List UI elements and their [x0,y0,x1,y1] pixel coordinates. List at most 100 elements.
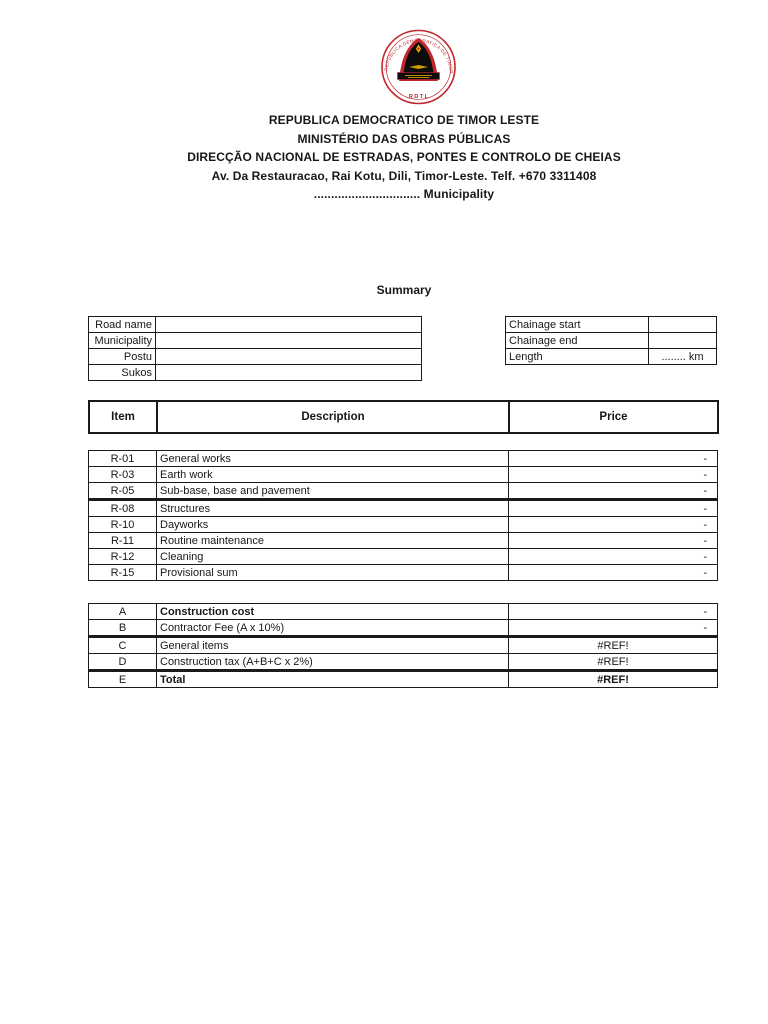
table-row: Length ........ km [505,348,717,365]
price-cell: - [508,603,718,620]
postu-value-cell [155,348,422,365]
road-name-label: Road name [88,316,156,333]
table-row: D Construction tax (A+B+C x 2%) #REF! [88,653,718,672]
description-cell: General works [156,450,509,467]
table-row: Chainage start [505,316,717,333]
emblem-shield-inner [403,42,434,79]
description-cell: Earth work [156,466,509,483]
letterhead-line-address: Av. Da Restauracao, Rai Kotu, Dili, Timo… [211,168,597,183]
chainage-start-value-cell [648,316,717,333]
item-code-cell: R-15 [88,564,157,581]
emblem-book-icon [409,65,428,69]
letterhead-line-ministry: MINISTÉRIO DAS OBRAS PÚBLICAS [297,131,511,146]
emblem-inner-ring [385,34,452,100]
price-cell: - [508,466,718,483]
item-code-cell: B [88,619,157,638]
description-cell: Construction cost [156,603,509,620]
item-code-cell: R-01 [88,450,157,467]
description-cell: Total [156,670,509,688]
rdtl-emblem-logo: REPUBLICA DEMOCRATICA DE TIMOR LESTE · ·… [375,29,456,105]
road-name-value-cell [155,316,422,333]
table-row: R-10 Dayworks - [88,516,718,533]
table-header-row: Item Description Price [88,400,719,434]
postu-label: Postu [88,348,156,365]
item-code-cell: R-05 [88,482,157,501]
road-info-table: Road name Municipality Postu Sukos [88,316,422,381]
description-cell: Cleaning [156,548,509,565]
item-column-header: Item [88,400,158,434]
description-column-header: Description [156,400,510,434]
chainage-end-value-cell [648,332,717,349]
emblem-outer-ring [381,29,456,105]
table-row: R-15 Provisional sum - [88,564,718,581]
sukos-label: Sukos [88,364,156,381]
emblem-rdtl-text: R D T L [409,94,429,100]
price-cell: - [508,532,718,549]
item-code-cell: E [88,670,157,688]
description-cell: Sub-base, base and pavement [156,482,509,501]
items-table: R-01 General works - R-03 Earth work - R… [88,450,718,581]
table-row: C General items #REF! [88,636,718,654]
item-code-cell: D [88,653,157,672]
item-code-cell: A [88,603,157,620]
emblem-banner-band [397,72,440,80]
description-cell: Dayworks [156,516,509,533]
table-row: A Construction cost - [88,603,718,620]
items-header-table: Item Description Price [88,400,719,434]
description-cell: Provisional sum [156,564,509,581]
item-code-cell: C [88,636,157,654]
chainage-info-table: Chainage start Chainage end Length .....… [505,316,717,365]
price-cell: - [508,482,718,501]
length-value-cell: ........ km [648,348,717,365]
description-cell: General items [156,636,509,654]
item-code-cell: R-11 [88,532,157,549]
description-cell: Structures [156,499,509,517]
description-cell: Construction tax (A+B+C x 2%) [156,653,509,672]
price-cell: - [508,499,718,517]
price-cell: #REF! [508,636,718,654]
price-cell: - [508,548,718,565]
letterhead-line-municipality: ............................... Municipa… [313,187,495,201]
item-code-cell: R-10 [88,516,157,533]
price-cell: #REF! [508,653,718,672]
municipality-label: Municipality [88,332,156,349]
table-row: E Total #REF! [88,670,718,688]
emblem-flame-core [417,47,420,50]
table-row: R-05 Sub-base, base and pavement - [88,482,718,501]
table-row: Postu [88,348,422,365]
table-row: R-03 Earth work - [88,466,718,483]
page-title: Summary [376,283,432,297]
table-row: B Contractor Fee (A x 10%) - [88,619,718,638]
table-row: Chainage end [505,332,717,349]
table-row: R-08 Structures - [88,499,718,517]
municipality-value-cell [155,332,422,349]
table-row: R-12 Cleaning - [88,548,718,565]
letterhead: REPUBLICA DEMOCRATICO DE TIMOR LESTE MIN… [104,111,704,204]
table-row: R-11 Routine maintenance - [88,532,718,549]
item-code-cell: R-03 [88,466,157,483]
price-cell: - [508,619,718,638]
chainage-start-label: Chainage start [505,316,649,333]
price-cell: #REF! [508,670,718,688]
table-row: R-01 General works - [88,450,718,467]
sukos-value-cell [155,364,422,381]
emblem-motto-text: · · · · · · · · · · · · [406,91,429,98]
price-column-header: Price [508,400,719,434]
table-row: Sukos [88,364,422,381]
totals-table: A Construction cost - B Contractor Fee (… [88,603,718,688]
letterhead-line-country: REPUBLICA DEMOCRATICO DE TIMOR LESTE [268,113,540,127]
emblem-band-detail [405,75,432,78]
price-cell: - [508,450,718,467]
table-row: Municipality [88,332,422,349]
price-cell: - [508,516,718,533]
price-cell: - [508,564,718,581]
table-row: Road name [88,316,422,333]
length-label: Length [505,348,649,365]
item-code-cell: R-08 [88,499,157,517]
item-code-cell: R-12 [88,548,157,565]
chainage-end-label: Chainage end [505,332,649,349]
description-cell: Routine maintenance [156,532,509,549]
letterhead-line-directorate: DIRECÇÃO NACIONAL DE ESTRADAS, PONTES E … [187,150,621,164]
description-cell: Contractor Fee (A x 10%) [156,619,509,638]
